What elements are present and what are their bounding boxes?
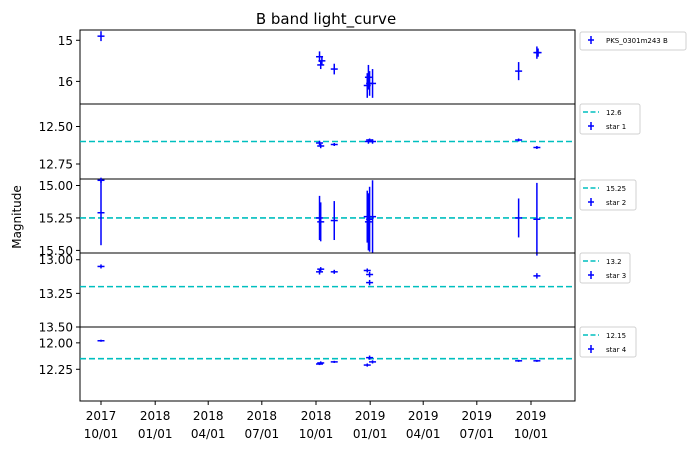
data-point (97, 31, 105, 42)
data-point (363, 363, 371, 367)
x-tick-label-year: 2019 (462, 409, 493, 423)
data-point (515, 359, 523, 362)
data-point (330, 63, 338, 75)
x-tick-label-year: 2018 (247, 409, 278, 423)
legend-label: 12.15 (606, 332, 626, 340)
legend: PKS_0301m243 B (579, 31, 687, 51)
chart-title: B band light_curve (256, 10, 396, 29)
y-tick-label: 15.25 (39, 211, 73, 225)
data-point (316, 140, 324, 146)
y-tick-label: 12.50 (39, 120, 73, 134)
y-tick-label: 15.00 (39, 179, 73, 193)
data-point (317, 202, 325, 242)
x-tick-label-year: 2018 (140, 409, 171, 423)
data-point (369, 180, 377, 253)
data-point (534, 48, 542, 57)
data-point (364, 193, 372, 251)
x-tick-label-year: 2019 (408, 409, 439, 423)
data-point (364, 64, 372, 90)
y-tick-label: 13.00 (39, 253, 73, 267)
x-tick-label-year: 2018 (301, 409, 332, 423)
x-tick-label-year: 2018 (193, 409, 224, 423)
x-tick-label-year: 2019 (516, 409, 547, 423)
y-tick-label: 15 (58, 34, 73, 48)
data-point (533, 273, 541, 279)
x-tick-label-year: 2017 (86, 409, 117, 423)
x-tick-label-date: 10/01 (84, 427, 119, 441)
legend-box (579, 31, 687, 51)
panel-3: 13.00 13.25 13.50 13.2 star 3 (39, 252, 631, 335)
y-tick-label: 12.25 (39, 363, 73, 377)
legend: 12.15 star 4 (579, 326, 637, 358)
data-point (533, 359, 541, 362)
data-point (316, 269, 324, 275)
data-point (369, 360, 377, 364)
data-point (369, 139, 377, 144)
legend-label: 15.25 (606, 185, 626, 193)
panel-frame (79, 29, 576, 105)
y-tick-label: 12.75 (39, 158, 73, 172)
data-point (533, 182, 541, 256)
data-point (330, 269, 338, 274)
x-tick-label-year: 2019 (355, 409, 386, 423)
data-point (369, 69, 377, 98)
legend: 13.2 star 3 (579, 252, 631, 284)
x-axis: 2017 10/01 2018 01/01 2018 04/01 2018 07/01 2018… (84, 401, 549, 441)
y-tick-label: 16 (58, 75, 73, 89)
y-tick-label: 13.50 (39, 321, 73, 335)
y-tick-label: 12.00 (39, 336, 73, 350)
data-point (366, 279, 374, 286)
legend-label: star 2 (606, 199, 626, 207)
x-tick-label-date: 10/01 (299, 427, 334, 441)
data-point (97, 264, 105, 269)
data-point (366, 271, 374, 278)
data-point (316, 195, 324, 241)
data-point (366, 355, 374, 360)
y-axis-label: Magnitude (10, 185, 24, 249)
y-tick-label: 13.25 (39, 287, 73, 301)
panel-0: 15 16 PKS_0301m243 B (58, 29, 687, 105)
panel-1: 12.50 12.75 12.6 star 1 (39, 103, 641, 180)
data-point (97, 180, 105, 246)
legend-label: star 1 (606, 123, 626, 131)
x-tick-label-date: 07/01 (460, 427, 495, 441)
x-tick-label-date: 04/01 (191, 427, 226, 441)
data-point (317, 60, 325, 70)
data-point (330, 360, 338, 363)
panel-frame (79, 252, 576, 328)
data-point (317, 361, 325, 365)
legend-label: 13.2 (606, 258, 622, 266)
data-point (330, 143, 338, 146)
legend: 12.6 star 1 (579, 103, 641, 135)
data-point (330, 201, 338, 241)
y-tick-label: 15.50 (39, 244, 73, 258)
legend-label: PKS_0301m243 B (606, 37, 668, 45)
panel-2: 15.00 15.25 15.50 15.25 star 2 (39, 177, 637, 258)
data-point (318, 56, 326, 65)
data-point (97, 339, 105, 342)
data-point (515, 198, 523, 238)
x-tick-label-date: 01/01 (138, 427, 173, 441)
legend-label: star 4 (606, 346, 627, 354)
data-point (363, 268, 371, 273)
x-tick-label-date: 10/01 (514, 427, 549, 441)
data-point (533, 146, 541, 149)
panel-frame (79, 178, 576, 254)
legend: 15.25 star 2 (579, 179, 637, 211)
x-tick-label-date: 07/01 (245, 427, 280, 441)
data-point (515, 138, 523, 142)
legend-label: star 3 (606, 272, 626, 280)
x-tick-label-date: 01/01 (353, 427, 388, 441)
data-point (515, 62, 523, 81)
data-point (317, 267, 325, 272)
panels: 15 16 PKS_0301m243 B 12.50 12.75 12.6 star 1 15… (39, 29, 687, 402)
legend-label: 12.6 (606, 109, 622, 117)
panel-frame (79, 326, 576, 402)
data-point (317, 143, 325, 149)
panel-4: 12.00 12.25 12.15 star 4 (39, 326, 637, 402)
x-tick-label-date: 04/01 (406, 427, 441, 441)
